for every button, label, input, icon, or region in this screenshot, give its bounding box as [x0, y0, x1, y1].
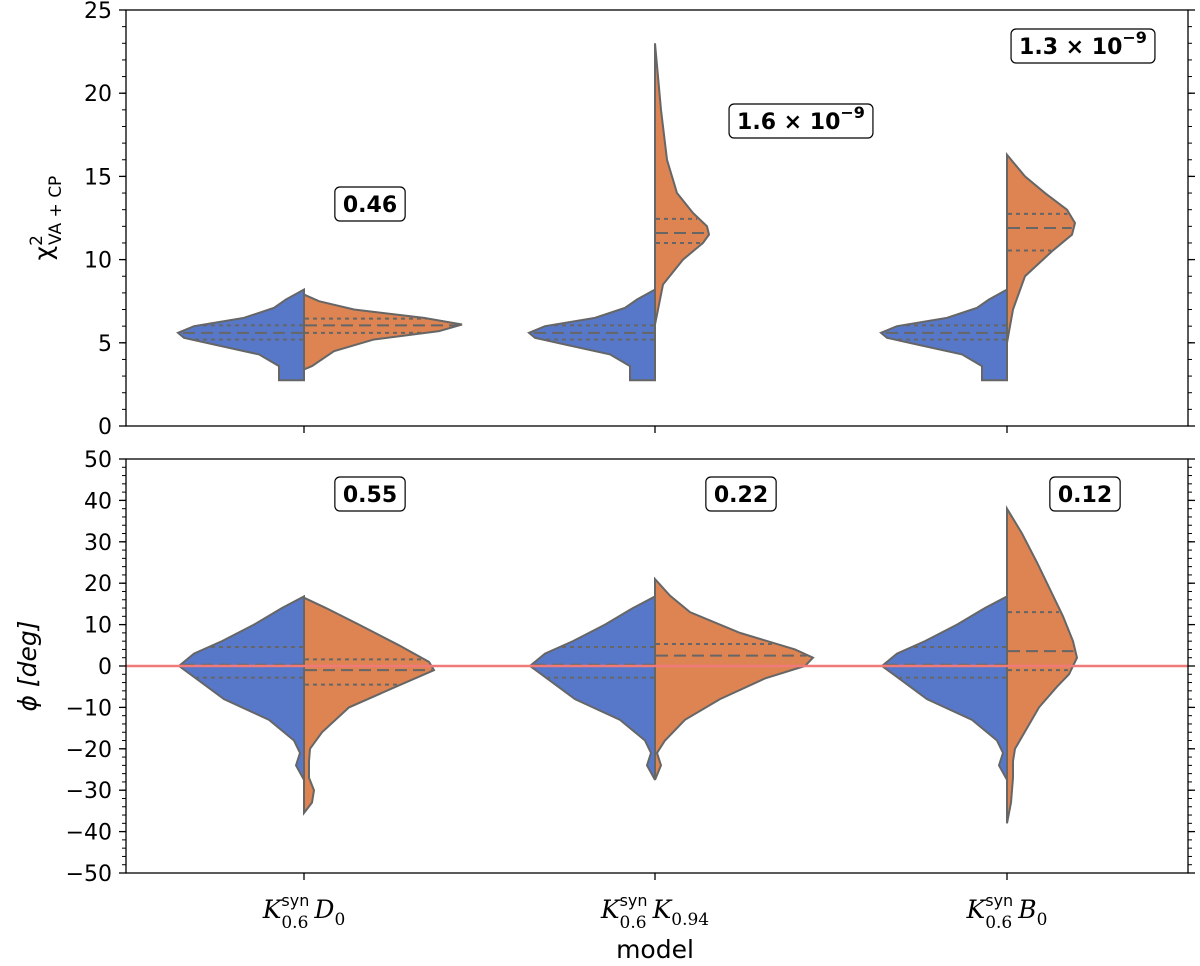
bottom-annotation-1: 0.22	[705, 476, 777, 512]
x-axis-label: model	[616, 935, 694, 964]
bottom-ytick-label: 40	[84, 489, 112, 514]
bottom-ytick-label: 30	[84, 531, 112, 556]
top-annotations: 0.46 1.6 × 10−9 1.3 × 10−9	[334, 28, 1156, 222]
bottom-ytick-label: −10	[66, 696, 112, 721]
bottom-annotation-0: 0.55	[334, 476, 406, 512]
bottom-yticks: −50 −40 −30 −20 −10 0 10 20 30 40 50	[66, 448, 1195, 887]
bottom-violin-0-left	[177, 594, 305, 781]
bottom-ytick-label: 50	[84, 448, 112, 473]
top-annotation-2: 1.3 × 10−9	[1010, 28, 1156, 64]
top-violin-2-left	[879, 287, 1008, 382]
svg-text:0.46: 0.46	[343, 193, 397, 218]
svg-text:1.3 × 10−9: 1.3 × 10−9	[1019, 28, 1147, 60]
x-tick-labels: Ksyn 0.6 D0 Ksyn 0.6 K0.94 Ksyn 0.6 B0	[262, 426, 1048, 933]
top-ylabel: χ2VA + CP	[27, 176, 66, 261]
top-ytick-label: 5	[98, 332, 112, 357]
svg-text:0.55: 0.55	[343, 483, 397, 508]
top-panel: 0 5 10 15 20 25 χ2VA + CP 0.46 1.6 × 10−9 1.3 ×…	[27, 0, 1195, 440]
top-violin-1-left	[527, 287, 656, 382]
top-violin-2-right	[1006, 152, 1077, 343]
top-violin-0-right	[303, 293, 463, 371]
bottom-annotation-2: 0.12	[1049, 476, 1121, 512]
bottom-ytick-label: −40	[66, 821, 112, 846]
top-ytick-label: 10	[84, 249, 112, 274]
bottom-ytick-label: −50	[66, 862, 112, 887]
svg-text:0.22: 0.22	[714, 483, 768, 508]
top-violins	[176, 43, 1077, 382]
top-annotation-1: 1.6 × 10−9	[728, 103, 874, 139]
svg-text:0.12: 0.12	[1058, 483, 1112, 508]
top-violin-0-left	[176, 287, 305, 382]
bottom-violin-2-left	[880, 594, 1008, 781]
bottom-violin-1-left	[528, 594, 656, 781]
top-ytick-label: 15	[84, 165, 112, 190]
bottom-ytick-label: 0	[98, 655, 112, 680]
bottom-ytick-label: −30	[66, 779, 112, 804]
top-violin-1-right	[654, 43, 711, 325]
top-ytick-label: 0	[98, 415, 112, 440]
bottom-violins	[177, 505, 1079, 824]
bottom-violin-0-right	[303, 596, 436, 816]
xtick-label-1: Ksyn 0.6 K0.94	[600, 891, 709, 933]
top-ytick-label: 25	[84, 0, 112, 24]
xtick-label-2: Ksyn 0.6 B0	[966, 891, 1048, 933]
top-annotation-0: 0.46	[334, 186, 406, 222]
bottom-ylabel: ϕ [deg]	[13, 620, 42, 711]
bottom-ytick-label: 10	[84, 614, 112, 639]
bottom-axes-frame	[125, 458, 1189, 874]
bottom-ytick-label: 20	[84, 572, 112, 597]
top-axes-frame	[125, 9, 1189, 427]
svg-text:1.6 × 10−9: 1.6 × 10−9	[737, 103, 865, 135]
top-ytick-label: 20	[84, 82, 112, 107]
xtick-label-0: Ksyn 0.6 D0	[262, 891, 346, 933]
bottom-ytick-label: −20	[66, 738, 112, 763]
top-yticks: 0 5 10 15 20 25	[84, 0, 1195, 440]
bottom-annotations: 0.55 0.22 0.12	[334, 476, 1121, 512]
